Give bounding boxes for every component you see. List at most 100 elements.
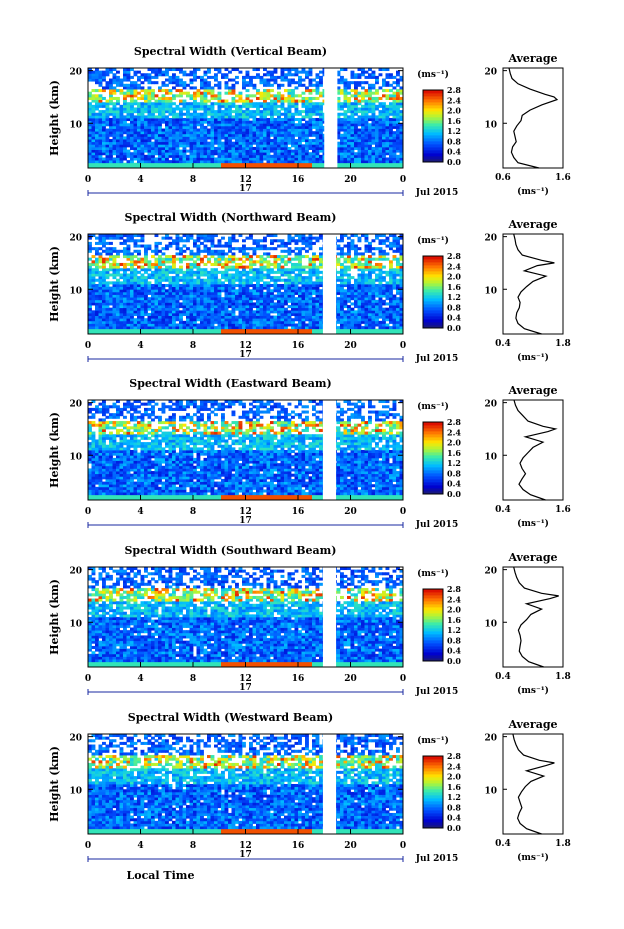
y-axis-label: Height (km) bbox=[48, 412, 61, 488]
profile-y-tick-label: 20 bbox=[484, 234, 497, 244]
colorbar-tick-label: 2.0 bbox=[447, 605, 461, 615]
profile-xlabel: (ms⁻¹) bbox=[517, 186, 549, 197]
colorbar-tick-label: 2.8 bbox=[447, 85, 461, 95]
y-tick-label: 10 bbox=[69, 286, 82, 296]
x-tick-label: 12 bbox=[239, 341, 252, 351]
day-label: 17 bbox=[239, 184, 252, 194]
x-tick-label: 0 bbox=[85, 175, 91, 185]
profile-x-tick-label: 1.8 bbox=[555, 339, 571, 349]
colorbar-tick-label: 0.4 bbox=[447, 147, 461, 157]
colorbar-tick-label: 1.6 bbox=[447, 782, 461, 792]
profile-y-tick-label: 20 bbox=[484, 567, 497, 577]
x-tick-label: 20 bbox=[344, 507, 357, 517]
colorbar-tick-label: 1.2 bbox=[447, 792, 461, 802]
profile-x-tick-label: 0.4 bbox=[495, 339, 511, 349]
colorbar-tick-label: 1.6 bbox=[447, 448, 461, 458]
x-tick-label: 4 bbox=[137, 175, 143, 185]
profile-x-tick-label: 1.8 bbox=[555, 672, 571, 682]
y-axis-label: Height (km) bbox=[48, 80, 61, 156]
x-tick-label: 0 bbox=[85, 841, 91, 851]
panel-title: Spectral Width (Vertical Beam) bbox=[134, 45, 327, 58]
colorbar-tick-label: 0.8 bbox=[447, 468, 461, 478]
x-tick-label: 8 bbox=[190, 341, 196, 351]
colorbar-tick-label: 0.0 bbox=[447, 157, 461, 167]
profile-x-tick-label: 0.6 bbox=[495, 173, 511, 183]
x-tick-label: 4 bbox=[137, 674, 143, 684]
x-tick-label: 16 bbox=[292, 674, 305, 684]
colorbar-tick-label: 0.8 bbox=[447, 802, 461, 812]
panel-title: Spectral Width (Southward Beam) bbox=[124, 544, 336, 557]
x-tick-label: 16 bbox=[292, 507, 305, 517]
date-label: Jul 2015 bbox=[415, 854, 458, 864]
colorbar-tick-label: 2.8 bbox=[447, 251, 461, 261]
profile-title: Average bbox=[507, 551, 557, 564]
x-tick-label: 0 bbox=[400, 841, 406, 851]
colorbar-tick-label: 1.2 bbox=[447, 126, 461, 136]
average-profile: Average 20 10 0.4 1.6 (ms⁻¹) bbox=[484, 384, 570, 529]
colorbar-tick-label: 2.4 bbox=[447, 761, 461, 771]
x-tick-label: 20 bbox=[344, 175, 357, 185]
profile-frame bbox=[502, 566, 564, 668]
x-tick-label: 4 bbox=[137, 841, 143, 851]
data-gap bbox=[322, 234, 337, 334]
date-label: Jul 2015 bbox=[415, 188, 458, 198]
colorbar-tick-label: 0.8 bbox=[447, 136, 461, 146]
colorbar-unit: (ms⁻¹) bbox=[417, 735, 449, 746]
panel-title: Spectral Width (Eastward Beam) bbox=[129, 377, 331, 390]
panel-3: Spectral Width (Eastward Beam) Height (km… bbox=[48, 377, 571, 530]
profile-y-tick-label: 20 bbox=[484, 400, 497, 410]
profile-line bbox=[512, 733, 555, 835]
colorbar-tick-label: 0.0 bbox=[447, 656, 461, 666]
profile-x-tick-label: 1.6 bbox=[555, 173, 571, 183]
y-axis-label: Height (km) bbox=[48, 746, 61, 822]
average-profile: Average 20 10 0.4 1.8 (ms⁻¹) bbox=[484, 551, 570, 696]
colorbar-tick-label: 2.4 bbox=[447, 594, 461, 604]
x-tick-label: 20 bbox=[344, 674, 357, 684]
x-tick-label: 12 bbox=[239, 175, 252, 185]
colorbar bbox=[422, 755, 444, 829]
colorbar bbox=[422, 588, 444, 662]
x-tick-label: 8 bbox=[190, 674, 196, 684]
colorbar-unit: (ms⁻¹) bbox=[417, 235, 449, 246]
profile-x-tick-label: 0.4 bbox=[495, 672, 511, 682]
x-tick-label: 0 bbox=[400, 674, 406, 684]
colorbar-tick-label: 0.0 bbox=[447, 489, 461, 499]
colorbar-tick-label: 0.4 bbox=[447, 646, 461, 656]
day-label: 17 bbox=[239, 516, 252, 526]
y-tick-label: 20 bbox=[69, 734, 82, 744]
heatmap-field bbox=[88, 68, 404, 169]
x-tick-label: 0 bbox=[400, 507, 406, 517]
x-tick-label: 0 bbox=[85, 341, 91, 351]
colorbar-tick-label: 0.4 bbox=[447, 313, 461, 323]
profile-line bbox=[513, 399, 558, 501]
colorbar-tick-label: 0.0 bbox=[447, 323, 461, 333]
colorbar-tick-label: 2.4 bbox=[447, 427, 461, 437]
profile-xlabel: (ms⁻¹) bbox=[517, 518, 549, 529]
x-tick-label: 12 bbox=[239, 507, 252, 517]
colorbar-frame bbox=[422, 421, 444, 495]
day-label: 17 bbox=[239, 683, 252, 693]
x-tick-label: 0 bbox=[85, 507, 91, 517]
x-tick-label: 16 bbox=[292, 841, 305, 851]
profile-y-tick-label: 10 bbox=[484, 786, 497, 796]
x-tick-label: 8 bbox=[190, 175, 196, 185]
profile-frame bbox=[502, 399, 564, 501]
panel-title: Spectral Width (Northward Beam) bbox=[125, 211, 337, 224]
profile-xlabel: (ms⁻¹) bbox=[517, 352, 549, 363]
y-tick-label: 20 bbox=[69, 567, 82, 577]
date-label: Jul 2015 bbox=[415, 520, 458, 530]
heatmap-field bbox=[88, 234, 404, 335]
x-tick-label: 8 bbox=[190, 507, 196, 517]
y-axis-label: Height (km) bbox=[48, 246, 61, 322]
colorbar-tick-label: 2.8 bbox=[447, 751, 461, 761]
date-label: Jul 2015 bbox=[415, 354, 458, 364]
x-tick-label: 0 bbox=[400, 175, 406, 185]
colorbar-unit: (ms⁻¹) bbox=[417, 69, 449, 80]
bottom-x-label: Local Time bbox=[127, 869, 195, 882]
colorbar-tick-label: 0.0 bbox=[447, 823, 461, 833]
colorbar-frame bbox=[422, 755, 444, 829]
colorbar-tick-label: 1.2 bbox=[447, 458, 461, 468]
profile-x-tick-label: 1.6 bbox=[555, 505, 571, 515]
colorbar-tick-label: 2.8 bbox=[447, 417, 461, 427]
colorbar-frame bbox=[422, 89, 444, 163]
